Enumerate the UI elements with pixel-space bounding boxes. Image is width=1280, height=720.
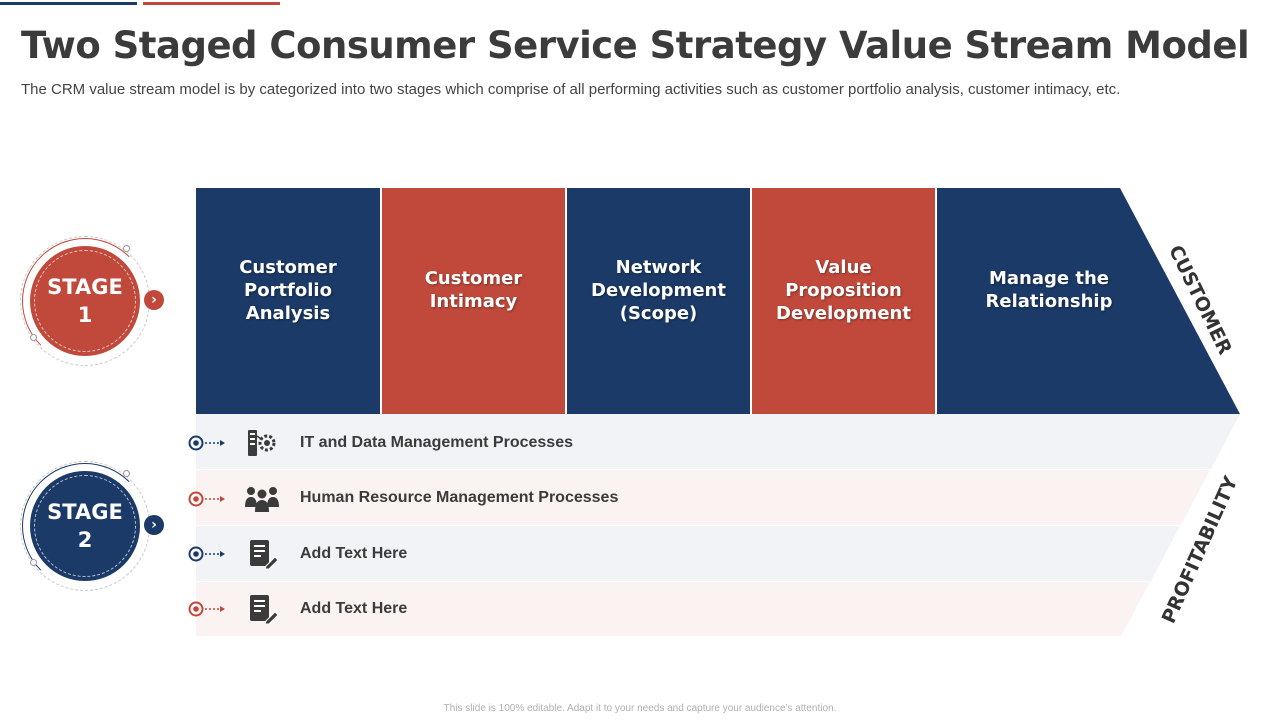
stream-cell-bg-3 — [567, 188, 750, 414]
process-row-human-resource: Human Resource Management Processes — [196, 470, 1096, 525]
stage-label: STAGE — [47, 275, 123, 299]
target-arrow-icon — [188, 491, 225, 507]
stream-cell-customer-intimacy: Customer Intimacy — [424, 268, 523, 312]
stream-cell-value-proposition: Value Proposition Development — [776, 256, 911, 324]
footer-note: This slide is 100% editable. Adapt it to… — [443, 703, 837, 714]
it-gear-icon — [248, 430, 276, 456]
stage-number: 1 — [77, 303, 93, 327]
stage-2-badge: STAGE 2 › — [20, 461, 164, 591]
process-row-bg-1 — [196, 414, 1240, 469]
value-stream-banner: Customer Portfolio Analysis Customer Int… — [196, 188, 1240, 414]
stream-cell-network-development: Network Development (Scope) — [591, 256, 726, 324]
process-row-bg-2 — [196, 470, 1210, 525]
stream-cell-bg-2 — [382, 188, 565, 414]
process-row-label: Human Resource Management Processes — [300, 489, 619, 506]
target-arrow-icon — [188, 546, 225, 562]
stream-cell-bg-4 — [752, 188, 935, 414]
stream-cell-customer-portfolio-analysis: Customer Portfolio Analysis — [239, 256, 337, 324]
stage-dot — [30, 559, 37, 566]
top-accent-bar-navy — [0, 2, 137, 5]
process-row-add-text-2: Add Text Here — [196, 581, 1096, 636]
stream-cell-manage-relationship: Manage the Relationship — [985, 268, 1113, 312]
process-row-label: Add Text Here — [300, 600, 408, 617]
profitability-label-text: PROFITABILITY — [1157, 473, 1243, 627]
stage-dot — [123, 245, 130, 252]
stage-disc: STAGE 2 — [30, 471, 140, 581]
stage-number: 2 — [77, 528, 93, 552]
process-rows: IT and Data Management Processes Human R… — [196, 414, 1240, 636]
stage-disc: STAGE 1 — [30, 246, 140, 356]
process-row-label: Add Text Here — [300, 545, 408, 562]
target-arrow-icon — [188, 435, 225, 451]
document-edit-icon — [250, 595, 279, 624]
top-accent-bar-red — [143, 2, 280, 5]
process-row-it-data: IT and Data Management Processes — [196, 415, 1096, 470]
process-row-label: IT and Data Management Processes — [300, 434, 573, 451]
target-arrow-icon — [188, 601, 225, 617]
process-row-bg-4 — [196, 582, 1150, 636]
stage-label: STAGE — [47, 500, 123, 524]
customer-label-text: CUSTOMER — [1164, 241, 1236, 359]
chevron-right-icon: › — [144, 290, 164, 310]
document-edit-icon — [250, 540, 279, 569]
page-subtitle: The CRM value stream model is by categor… — [21, 81, 1121, 98]
stage-dot — [123, 470, 130, 477]
stream-cell-bg-5 — [937, 188, 1240, 414]
process-rows-bg — [196, 414, 1240, 636]
page-title: Two Staged Consumer Service Strategy Val… — [21, 24, 1250, 67]
stage-arc — [22, 238, 148, 364]
stage-dot — [30, 334, 37, 341]
value-stream-shapes — [196, 188, 1240, 414]
process-row-bg-3 — [196, 526, 1180, 581]
stream-cell-bg-1 — [196, 188, 380, 414]
stage-1-badge: STAGE 1 › — [20, 236, 164, 366]
people-group-icon — [245, 487, 279, 512]
customer-side-label: CUSTOMER — [1160, 242, 1240, 358]
process-row-add-text-1: Add Text Here — [196, 526, 1096, 581]
stage-arc — [22, 463, 148, 589]
profitability-side-label: PROFITABILITY — [1150, 473, 1250, 627]
chevron-right-icon: › — [144, 515, 164, 535]
